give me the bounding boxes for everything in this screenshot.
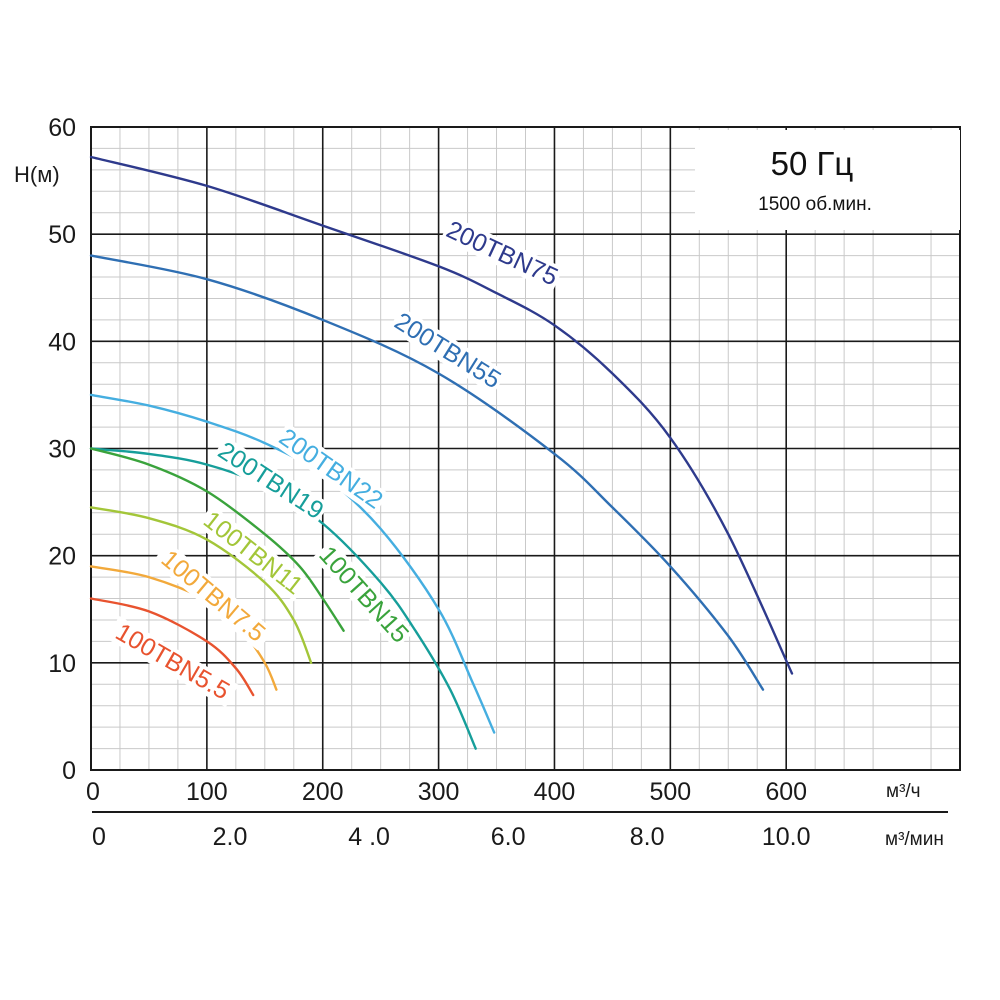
curve-label-background bbox=[272, 422, 389, 516]
y-axis-label: H(м) bbox=[14, 162, 60, 187]
speed-label: 1500 об.мин. bbox=[758, 194, 872, 215]
info-box: 50 Гц 1500 об.мин. bbox=[695, 130, 960, 230]
x-axis-ticks: 0 100 200 300 400 500 600 bbox=[86, 778, 807, 806]
pump-curve-200tbn19 bbox=[89, 447, 477, 750]
y-tick-label: 10 bbox=[48, 650, 76, 678]
secondary-x-axis-unit: м³/мин bbox=[885, 829, 944, 850]
info-box-background bbox=[695, 130, 960, 230]
curve-label-background bbox=[312, 540, 415, 650]
y-tick-label: 30 bbox=[48, 436, 76, 464]
pump-curve-100tbn15 bbox=[89, 447, 345, 632]
pump-curve-200tbn75 bbox=[89, 155, 794, 675]
y-tick-label: 0 bbox=[62, 757, 76, 785]
curve-labels: 200TBN75200TBN55200TBN22200TBN19100TBN15… bbox=[106, 215, 564, 708]
frequency-label: 50 Гц bbox=[771, 145, 854, 182]
curve-label-background bbox=[388, 306, 507, 395]
secondary-x-tick-label: 6.0 bbox=[491, 823, 526, 851]
pump-curve-200tbn55 bbox=[89, 254, 765, 691]
curve-label-background bbox=[152, 541, 275, 651]
curve-label-background bbox=[196, 504, 310, 602]
x-tick-label: 300 bbox=[418, 778, 460, 806]
pump-curve-100tbn5-5 bbox=[89, 597, 255, 697]
secondary-x-tick-label: 4 .0 bbox=[348, 823, 390, 851]
y-tick-label: 60 bbox=[48, 114, 76, 142]
x-tick-label: 500 bbox=[649, 778, 691, 806]
curve-label-text: 100TBN15 bbox=[313, 541, 414, 649]
secondary-x-tick-label: 8.0 bbox=[630, 823, 665, 851]
secondary-x-tick-label: 0 bbox=[92, 823, 106, 851]
y-tick-label: 40 bbox=[48, 328, 76, 356]
y-axis-ticks: 0 10 20 30 40 50 60 bbox=[48, 114, 76, 785]
x-tick-label: 600 bbox=[765, 778, 807, 806]
x-tick-label: 400 bbox=[534, 778, 576, 806]
y-tick-label: 50 bbox=[48, 221, 76, 249]
x-tick-label: 200 bbox=[302, 778, 344, 806]
secondary-x-tick-label: 10.0 bbox=[762, 823, 811, 851]
curve-label-text: 200TBN75 bbox=[442, 216, 562, 292]
curve-label-100tbn5-5: 100TBN5.5 bbox=[106, 615, 239, 708]
curve-label-text: 100TBN5.5 bbox=[111, 618, 235, 705]
curve-label-200tbn75: 200TBN75 bbox=[440, 215, 564, 292]
curve-label-background bbox=[211, 436, 330, 526]
y-tick-label: 20 bbox=[48, 543, 76, 571]
x-tick-label: 0 bbox=[86, 778, 100, 806]
secondary-x-axis-ticks: 0 2.0 4 .0 6.0 8.0 10.0 bbox=[92, 823, 810, 851]
curve-label-background bbox=[106, 615, 239, 708]
x-tick-label: 100 bbox=[186, 778, 228, 806]
secondary-x-tick-label: 2.0 bbox=[213, 823, 248, 851]
curve-label-background bbox=[440, 215, 564, 292]
x-axis-unit: м³/ч bbox=[886, 781, 921, 802]
pump-curve-100tbn11 bbox=[89, 506, 313, 664]
